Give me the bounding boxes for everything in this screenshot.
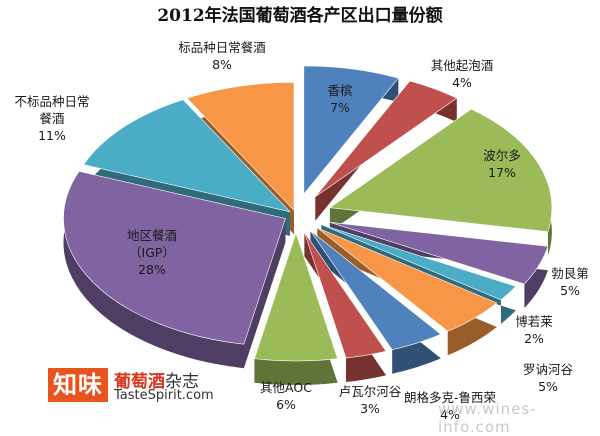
pie-slice-top	[83, 99, 291, 213]
slice-label-value: 4%	[452, 75, 472, 90]
slice-label: 波尔多 17%	[483, 148, 521, 180]
pie-slice	[310, 230, 442, 374]
pie-slice-side	[315, 98, 457, 221]
pie-slice	[253, 232, 339, 385]
slice-label: 不标品种日常餐酒 11%	[14, 94, 89, 143]
slice-label-value: 6%	[276, 397, 296, 412]
pie-slice	[303, 65, 399, 218]
pie-slice	[304, 232, 387, 383]
watermark: www.wines-info.com	[438, 400, 537, 436]
logo-mark: 知味	[48, 368, 108, 402]
pie-slice	[315, 80, 458, 221]
pie-slice-side	[329, 222, 548, 308]
slice-label: 其他AOC 6%	[260, 380, 312, 412]
slice-label-name: 香槟	[327, 83, 353, 98]
slice-label: 地区餐酒 （IGP） 28%	[127, 228, 177, 277]
slice-label-name: 博若莱	[515, 314, 553, 329]
logo-site: TasteSpirit.com	[114, 388, 214, 403]
slice-label-name: 其他AOC	[260, 380, 312, 395]
slice-label: 标品种日常餐酒 8%	[178, 40, 266, 72]
slice-label-value: 4%	[440, 407, 460, 422]
pie-slice	[329, 222, 549, 308]
slice-label-value: 17%	[488, 165, 516, 180]
pie-slice-top	[329, 222, 549, 285]
slice-label-name: 朗格多克-鲁西荣	[404, 390, 497, 405]
slice-label-name: 地区餐酒	[127, 228, 177, 243]
slice-label: 其他起泡酒 4%	[431, 58, 494, 90]
slice-label-name: 标品种日常餐酒	[178, 40, 266, 55]
slice-label: 朗格多克-鲁西荣 4%	[404, 390, 497, 422]
pie-slice-top	[186, 82, 295, 212]
logo-name-red: 葡萄酒	[114, 372, 165, 392]
slice-label-value: 5%	[538, 379, 558, 394]
slice-label-name: 波尔多	[483, 148, 521, 163]
slice-label: 卢瓦尔河谷 3%	[339, 384, 402, 416]
pie-slices	[63, 65, 553, 385]
slice-label-value: 2%	[524, 331, 544, 346]
slice-label-name: 其他起泡酒	[431, 58, 494, 73]
slice-label-value: 8%	[212, 57, 232, 72]
pie-slice	[329, 108, 553, 256]
slice-label: 勃艮第 5%	[551, 266, 589, 298]
slice-label-value: 7%	[330, 100, 350, 115]
slice-label: 香槟 7%	[327, 83, 353, 115]
pie-slice-top	[315, 80, 458, 198]
pie-slice-top	[63, 171, 286, 345]
pie-slice-top	[317, 227, 498, 332]
pie-slice-top	[303, 65, 399, 195]
pie-slice-top	[310, 230, 442, 351]
slice-label: 罗讷河谷 5%	[523, 362, 574, 394]
slice-label-name: 勃艮第	[551, 266, 589, 281]
slice-label-value: 28%	[138, 262, 166, 277]
pie-slice-top	[321, 224, 517, 301]
slice-label-value: 11%	[38, 128, 66, 143]
pie-slice-top	[329, 108, 553, 232]
slice-label-name: 餐酒	[39, 111, 64, 126]
pie-slice-top	[253, 232, 339, 362]
slice-label: 博若莱 2%	[515, 314, 553, 346]
logo-name-rest: 杂志	[165, 372, 199, 392]
pie-slice-top	[304, 232, 387, 359]
slice-label-name: 罗讷河谷	[523, 362, 574, 377]
slice-label-name: 不标品种日常	[14, 94, 89, 109]
pie-slice	[83, 99, 291, 236]
slice-label-value: 5%	[560, 283, 580, 298]
slice-label-value: 3%	[360, 401, 380, 416]
slice-label-name: （IGP）	[129, 245, 175, 260]
pie-slice	[63, 171, 286, 369]
slice-label-name: 卢瓦尔河谷	[339, 384, 402, 399]
slice-labels: 香槟 7% 其他起泡酒 4% 波尔多 17% 勃艮第 5% 博若莱 2% 罗讷河谷 5% 朗格多克-鲁西…	[14, 40, 588, 422]
chart-title: 2012年法国葡萄酒各产区出口量份额	[157, 5, 442, 26]
logo-name: 葡萄酒杂志	[114, 367, 199, 392]
pie-slice	[317, 227, 498, 356]
